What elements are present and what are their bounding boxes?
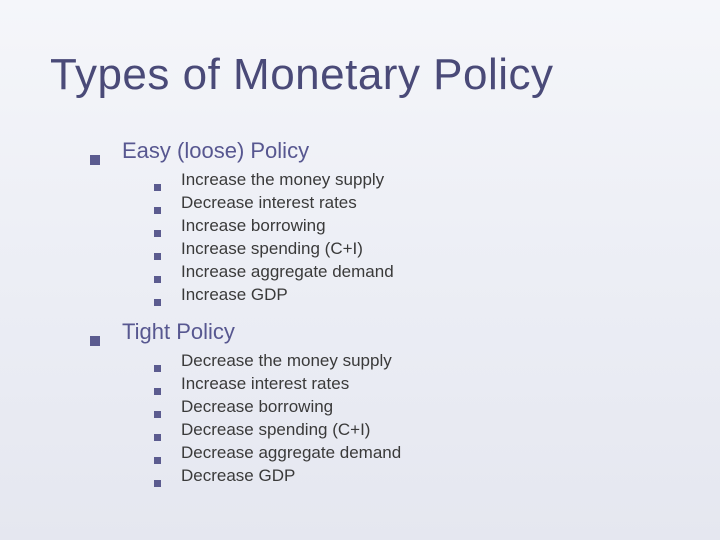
- section-items-easy: Increase the money supply Decrease inter…: [90, 170, 670, 305]
- list-item: Increase the money supply: [154, 170, 670, 190]
- square-bullet-icon: [154, 434, 161, 441]
- list-item: Increase spending (C+I): [154, 239, 670, 259]
- list-item: Decrease interest rates: [154, 193, 670, 213]
- square-bullet-icon: [154, 457, 161, 464]
- list-item: Decrease spending (C+I): [154, 420, 670, 440]
- list-item: Increase interest rates: [154, 374, 670, 394]
- section-label: Easy (loose) Policy: [122, 138, 309, 164]
- item-label: Decrease the money supply: [181, 351, 392, 371]
- section-items-tight: Decrease the money supply Increase inter…: [90, 351, 670, 486]
- item-label: Increase spending (C+I): [181, 239, 363, 259]
- square-bullet-icon: [154, 276, 161, 283]
- square-bullet-icon: [154, 253, 161, 260]
- square-bullet-icon: [154, 299, 161, 306]
- list-item: Decrease aggregate demand: [154, 443, 670, 463]
- list-item: Decrease borrowing: [154, 397, 670, 417]
- item-label: Decrease borrowing: [181, 397, 333, 417]
- slide: Types of Monetary Policy Easy (loose) Po…: [0, 0, 720, 540]
- square-bullet-icon: [154, 207, 161, 214]
- item-label: Increase the money supply: [181, 170, 384, 190]
- list-item: Increase borrowing: [154, 216, 670, 236]
- list-item: Increase aggregate demand: [154, 262, 670, 282]
- item-label: Decrease interest rates: [181, 193, 357, 213]
- slide-title: Types of Monetary Policy: [50, 50, 670, 100]
- square-bullet-icon: [154, 411, 161, 418]
- item-label: Increase GDP: [181, 285, 288, 305]
- square-bullet-icon: [90, 336, 100, 346]
- list-item: Increase GDP: [154, 285, 670, 305]
- square-bullet-icon: [90, 155, 100, 165]
- item-label: Decrease GDP: [181, 466, 295, 486]
- item-label: Increase aggregate demand: [181, 262, 394, 282]
- square-bullet-icon: [154, 230, 161, 237]
- section-heading-tight: Tight Policy: [90, 319, 670, 345]
- item-label: Decrease aggregate demand: [181, 443, 401, 463]
- slide-content: Easy (loose) Policy Increase the money s…: [50, 138, 670, 486]
- item-label: Decrease spending (C+I): [181, 420, 370, 440]
- square-bullet-icon: [154, 480, 161, 487]
- item-label: Increase interest rates: [181, 374, 349, 394]
- section-label: Tight Policy: [122, 319, 235, 345]
- square-bullet-icon: [154, 184, 161, 191]
- square-bullet-icon: [154, 365, 161, 372]
- item-label: Increase borrowing: [181, 216, 326, 236]
- section-heading-easy: Easy (loose) Policy: [90, 138, 670, 164]
- list-item: Decrease GDP: [154, 466, 670, 486]
- square-bullet-icon: [154, 388, 161, 395]
- list-item: Decrease the money supply: [154, 351, 670, 371]
